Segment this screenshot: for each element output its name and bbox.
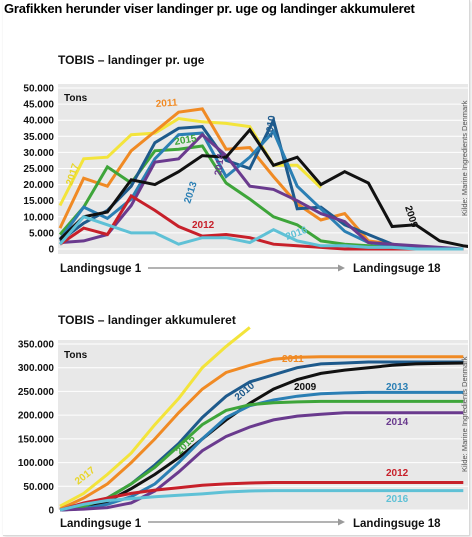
y-tick-label: 50.000: [23, 84, 54, 95]
y-tick-label: 5.000: [29, 228, 54, 239]
series-line-2014: [59, 132, 464, 251]
series-line-2012: [59, 481, 464, 512]
y-tick-label: 150.000: [18, 434, 55, 445]
series-line-2017: [59, 326, 251, 508]
chart-title: TOBIS – landinger pr. uge: [58, 53, 205, 67]
series-label-2012: 2012: [386, 468, 409, 479]
y-tick-label: 10.000: [23, 212, 54, 223]
y-tick-label: 25.000: [23, 164, 54, 175]
arrow-head-icon: [338, 264, 345, 272]
y-tick-label: 350.000: [18, 340, 55, 351]
y-tick-label: 50.000: [23, 482, 54, 493]
series-label-2016: 2016: [386, 494, 409, 505]
y-tick-label: 100.000: [18, 458, 55, 469]
series-line-2015: [59, 399, 464, 512]
chart-cumulative-landings: TOBIS – landinger akkumuleret 0 50.000 100.…: [18, 313, 469, 530]
source-note: Kilde: Marine Ingredients Denmark: [460, 100, 469, 216]
y-tick-label: 30.000: [23, 148, 54, 159]
x-start-label: Landingsuge 1: [60, 518, 142, 530]
page-header: Grafikken herunder viser landinger pr. u…: [4, 1, 415, 16]
y-tick-label: 200.000: [18, 411, 55, 422]
chart-weekly-landings: TOBIS – landinger pr. uge 0 5.000 10.000 15.…: [23, 53, 469, 275]
y-tick-label: 300.000: [18, 363, 55, 374]
x-end-label: Landingsuge 18: [353, 263, 441, 275]
series-label-2010: 2010: [264, 114, 278, 138]
y-tick-label: 15.000: [23, 196, 54, 207]
series-line-2014: [59, 411, 464, 512]
series-line-2011: [59, 355, 464, 511]
series-group: [58, 107, 468, 251]
y-tick-label: 0: [48, 506, 54, 517]
series-label-2011: 2011: [155, 97, 178, 110]
series-label-2014: 2014: [213, 152, 227, 176]
y-tick-label: 40.000: [23, 116, 54, 127]
y-tick-label: 250.000: [18, 387, 55, 398]
y-tick-label: 0: [48, 245, 54, 256]
x-start-label: Landingsuge 1: [60, 263, 142, 275]
series-group: [59, 326, 464, 512]
series-line-2009: [58, 127, 468, 248]
series-line-2016: [59, 489, 464, 512]
series-line-2009: [59, 361, 464, 512]
unit-label: Tons: [64, 350, 88, 361]
chart-title: TOBIS – landinger akkumuleret: [58, 313, 236, 327]
series-label-2015: 2015: [174, 133, 198, 148]
y-tick-label: 45.000: [23, 100, 54, 111]
x-end-label: Landingsuge 18: [353, 518, 441, 530]
source-note: Kilde: Marine Ingredients Denmark: [460, 356, 469, 472]
series-label-2011: 2011: [282, 354, 304, 365]
arrow-head-icon: [338, 518, 345, 526]
series-label-2009: 2009: [294, 382, 317, 393]
unit-label: Tons: [64, 93, 88, 104]
series-line-2016: [58, 215, 464, 251]
y-tick-label: 20.000: [23, 180, 54, 191]
y-tick-label: 35.000: [23, 132, 54, 143]
series-label-2012: 2012: [192, 220, 215, 231]
series-label-2013: 2013: [386, 382, 409, 393]
series-label-2014: 2014: [386, 417, 409, 428]
